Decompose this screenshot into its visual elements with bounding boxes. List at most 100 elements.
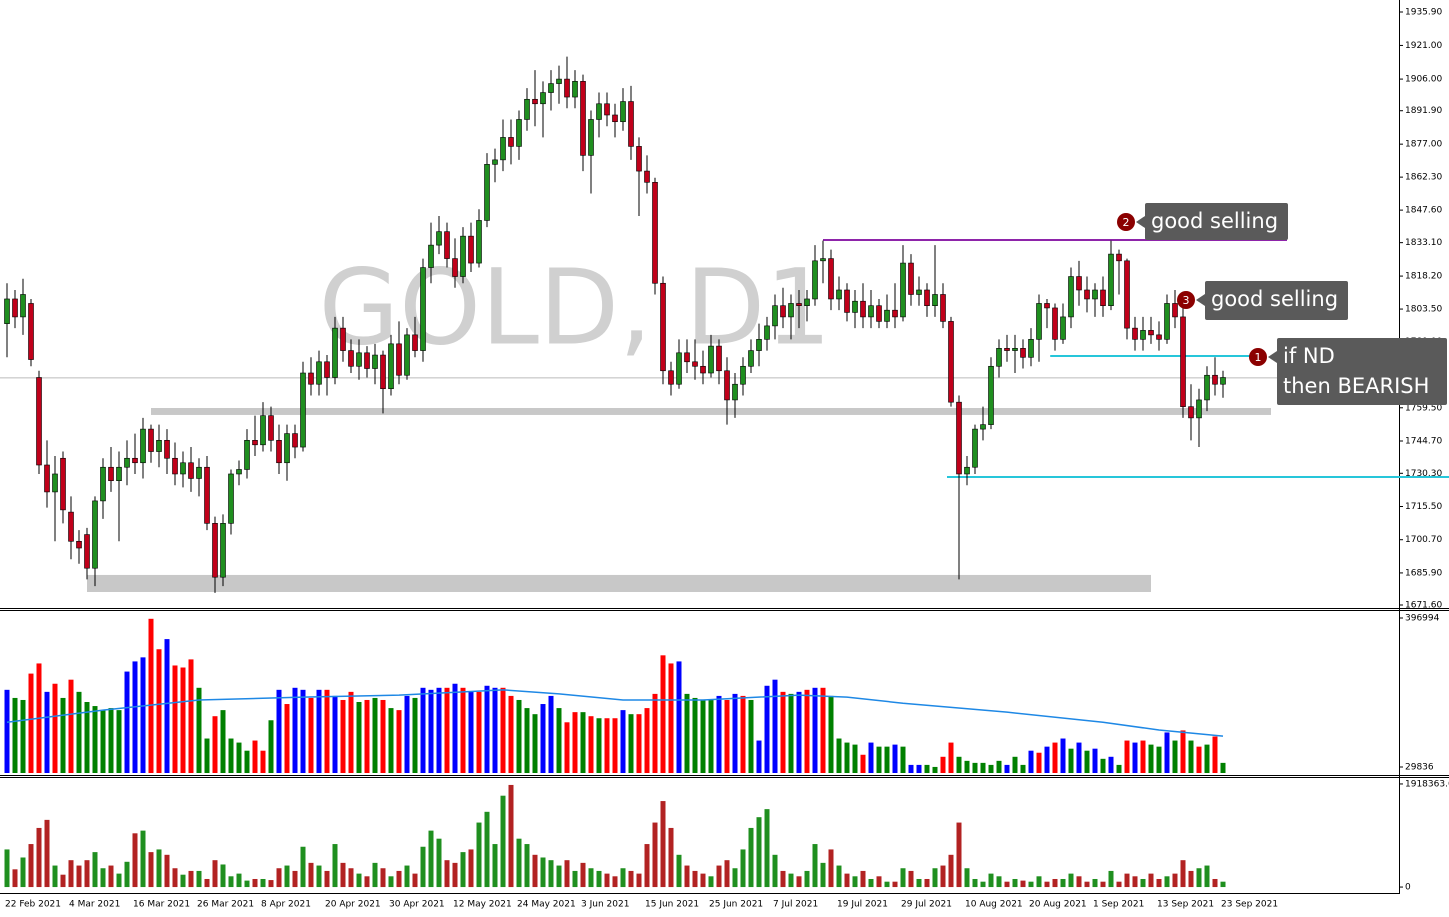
x-tick-label: 13 Sep 2021: [1157, 900, 1214, 910]
candle-body: [300, 372, 306, 448]
volume-bar: [1036, 752, 1042, 773]
volume-bar: [1156, 746, 1162, 773]
volume-bar: [36, 827, 42, 888]
volume-bar: [868, 878, 874, 888]
callout-text: good selling: [1211, 287, 1338, 311]
candle-body: [956, 401, 962, 475]
volume-bar: [764, 809, 770, 888]
candle-body: [1028, 339, 1034, 358]
candle-body: [180, 462, 186, 475]
volume-bar: [380, 868, 386, 888]
volume-bar: [268, 720, 274, 773]
volume-bar: [1156, 878, 1162, 888]
volume-bar: [516, 838, 522, 888]
volume-bar: [84, 860, 90, 888]
x-tick-label: 23 Sep 2021: [1221, 900, 1278, 910]
y-tick-label: 0: [1405, 883, 1411, 893]
volume-bar: [892, 881, 898, 888]
candle-body: [684, 352, 690, 363]
candle-body: [348, 350, 354, 367]
x-tick-label: 19 Jul 2021: [837, 900, 888, 910]
y-tick-label: 396994: [1405, 613, 1440, 623]
candle-body: [588, 119, 594, 156]
volume-bar: [820, 862, 826, 888]
volume-bar: [196, 870, 202, 888]
candle-body: [1188, 406, 1194, 419]
candle-body: [84, 534, 90, 569]
volume-bar: [1028, 881, 1034, 888]
candle-body: [756, 339, 762, 351]
volume-bar: [12, 869, 18, 888]
volume-bar: [420, 687, 426, 773]
volume-bar: [740, 695, 746, 773]
volume-bar: [276, 868, 282, 888]
volume-bar: [964, 760, 970, 773]
candle-body: [1060, 316, 1066, 340]
candle-body: [556, 78, 562, 84]
volume-bar: [1124, 873, 1130, 888]
volume-bar: [572, 870, 578, 888]
candle-body: [964, 466, 970, 475]
candle-body: [44, 464, 50, 493]
candle-body: [12, 298, 18, 318]
candle-body: [660, 282, 666, 372]
volume-bar: [692, 870, 698, 888]
candle-body: [1076, 276, 1082, 291]
volume-bar: [964, 868, 970, 888]
volume-bar: [108, 865, 114, 888]
candle-body: [1092, 289, 1098, 300]
candle-body: [396, 343, 402, 376]
volume-bar: [100, 710, 106, 773]
volume-bar: [1188, 870, 1194, 888]
volume-bar: [1036, 876, 1042, 888]
volume-bar: [1220, 762, 1226, 773]
candle-body: [148, 428, 154, 452]
volume-bar: [924, 878, 930, 888]
volume-bar: [1172, 873, 1178, 888]
y-tick-label: 1935.90: [1405, 8, 1442, 18]
volume-bar: [228, 876, 234, 888]
candle-body: [60, 457, 66, 511]
volume-bar: [748, 699, 754, 773]
volume-bar: [204, 878, 210, 888]
candle-body: [108, 466, 114, 482]
volume-bar: [508, 784, 514, 888]
candle-body: [4, 298, 10, 324]
candle-body: [540, 92, 546, 105]
volume-bar: [228, 738, 234, 773]
volume-bar: [1100, 758, 1106, 773]
candle-body: [476, 220, 482, 264]
callout-pointer: [1136, 216, 1145, 228]
callout-box: [1205, 281, 1348, 320]
y-tick-label: 1818.20: [1405, 272, 1442, 282]
volume-bar: [988, 764, 994, 773]
volume-bar: [588, 868, 594, 888]
volume-bar: [12, 697, 18, 773]
volume-bar: [1148, 744, 1154, 773]
volume-bar: [52, 683, 58, 773]
volume-bar: [524, 708, 530, 773]
volume-bar: [644, 844, 650, 888]
volume-bar: [1108, 756, 1114, 773]
volume-bar: [572, 712, 578, 773]
y-tick-label: 1803.50: [1405, 305, 1442, 315]
volume-bar: [956, 756, 962, 773]
volume-bar: [52, 865, 58, 888]
volume-bar: [972, 878, 978, 888]
volume-bar: [340, 699, 346, 773]
candle-body: [620, 101, 626, 123]
candle-body: [884, 309, 890, 322]
volume-bar: [300, 846, 306, 888]
volume-bar: [20, 699, 26, 773]
candle-body: [212, 523, 218, 578]
volume-bar: [812, 844, 818, 888]
volume-bar: [92, 852, 98, 888]
volume-bar: [980, 762, 986, 773]
volume-bar: [700, 873, 706, 888]
y-tick-label: 1891.90: [1405, 106, 1442, 116]
volume-bar: [532, 854, 538, 888]
volume-bar: [1068, 873, 1074, 888]
volume-bar: [188, 870, 194, 888]
volume-bar: [348, 691, 354, 773]
candle-body: [892, 309, 898, 318]
